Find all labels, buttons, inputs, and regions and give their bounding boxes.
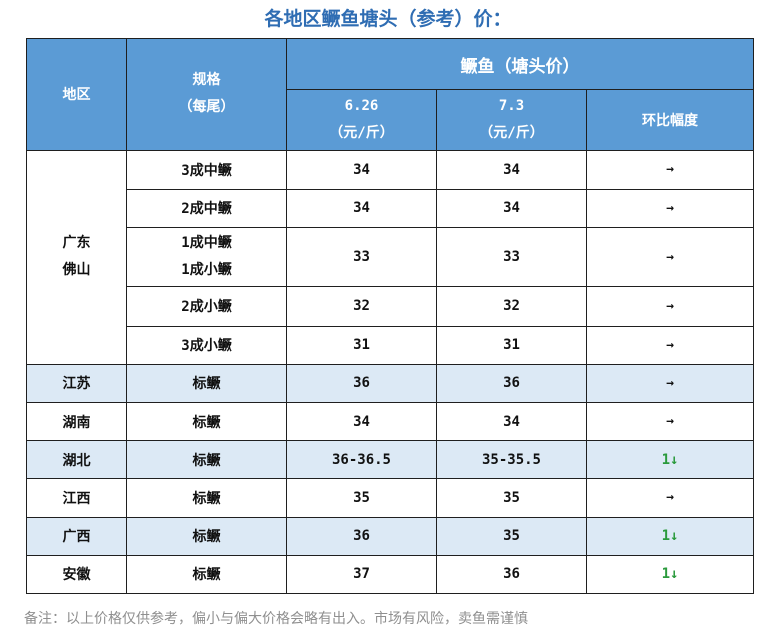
price-cell-date1: 34 (286, 188, 437, 228)
table-row: 江苏 标鳜 36 36 → (26, 363, 754, 403)
region-cell: 湖北 (26, 440, 127, 480)
price-cell-date1: 37 (286, 554, 437, 595)
spec-cell: 2成中鳜 (126, 188, 287, 228)
change-flat-arrow: → (586, 149, 754, 190)
region-cell: 广西 (26, 516, 127, 556)
spec-cell: 2成小鳜 (126, 286, 287, 327)
change-cell: 1↓ (586, 516, 754, 556)
header-group: 鳜鱼（塘头价） (286, 37, 754, 91)
change-flat-arrow: → (586, 226, 754, 288)
spec-line2: 1成小鳜 (181, 262, 232, 279)
price-cell-date2: 36 (436, 554, 587, 595)
region-cell-foshan: 广东 佛山 (26, 149, 127, 365)
change-amount: 1 (661, 528, 670, 545)
price-cell-date2: 35-35.5 (436, 440, 587, 480)
table-row: 广东 佛山 3成中鳜 34 34 → (26, 149, 754, 365)
price-cell-date1: 31 (286, 325, 437, 365)
table-row: 湖北 标鳜 36-36.5 35-35.5 1↓ (26, 440, 754, 480)
header-date1-value: 6.26 (344, 97, 379, 114)
spec-cell: 标鳜 (126, 363, 287, 403)
header-spec-line2: （每尾） (178, 99, 235, 116)
change-flat-arrow: → (586, 363, 754, 403)
spec-cell: 标鳜 (126, 401, 287, 442)
header-region: 地区 (26, 38, 127, 151)
spec-cell: 标鳜 (126, 478, 287, 518)
price-cell-date2: 32 (436, 286, 587, 327)
price-cell-date1: 34 (286, 401, 437, 442)
table-row: 2成中鳜 34 34 → (27, 188, 754, 228)
price-cell-date1: 36-36.5 (286, 440, 437, 480)
table-title: 各地区鳜鱼塘头（参考）价： (264, 8, 512, 30)
spec-line1: 1成中鳜 (181, 235, 232, 252)
price-cell-date1: 36 (286, 516, 437, 556)
table-row: 3成小鳜 31 31 → (27, 325, 754, 365)
price-cell-date2: 31 (436, 325, 587, 365)
region-cell: 江苏 (26, 363, 127, 403)
header-date2-value: 7.3 (498, 97, 525, 114)
header-date1-unit: （元/斤） (329, 124, 394, 141)
header-change: 环比幅度 (586, 89, 754, 151)
table-row: 1成中鳜 1成小鳜 33 33 → (27, 226, 754, 288)
price-cell-date1: 33 (286, 226, 437, 288)
header-spec-line1: 规格 (192, 72, 221, 89)
header-spec: 规格 （每尾） (126, 38, 287, 151)
price-cell-date2: 34 (436, 401, 587, 442)
table-row: 江西 标鳜 35 35 → (26, 478, 754, 518)
change-flat-arrow: → (586, 188, 754, 228)
spec-cell: 1成中鳜 1成小鳜 (126, 226, 287, 288)
spec-cell: 3成中鳜 (126, 149, 287, 190)
price-cell-date2: 34 (436, 149, 587, 190)
spec-cell: 标鳜 (126, 440, 287, 480)
change-flat-arrow: → (586, 286, 754, 327)
header-date1: 6.26 （元/斤） (286, 89, 437, 151)
down-arrow-icon: ↓ (670, 528, 679, 545)
change-cell: 1↓ (586, 554, 754, 595)
change-flat-arrow: → (586, 401, 754, 442)
change-flat-arrow: → (586, 325, 754, 365)
price-cell-date2: 36 (436, 363, 587, 403)
price-cell-date2: 35 (436, 478, 587, 518)
table-row: 湖南 标鳜 34 34 → (26, 401, 754, 442)
change-cell: 1↓ (586, 440, 754, 480)
change-flat-arrow: → (586, 478, 754, 518)
change-amount: 1 (661, 566, 670, 583)
spec-cell: 3成小鳜 (126, 325, 287, 365)
header-date2-unit: （元/斤） (479, 124, 544, 141)
table-row: 广西 标鳜 36 35 1↓ (26, 516, 754, 556)
price-cell-date1: 36 (286, 363, 437, 403)
price-cell-date2: 34 (436, 188, 587, 228)
table-row: 2成小鳜 32 32 → (27, 286, 754, 327)
down-arrow-icon: ↓ (670, 566, 679, 583)
price-cell-date1: 35 (286, 478, 437, 518)
table-row: 安徽 标鳜 37 36 1↓ (26, 554, 754, 595)
price-cell-date2: 33 (436, 226, 587, 288)
region-cell: 安徽 (26, 554, 127, 595)
spec-cell: 标鳜 (126, 516, 287, 556)
footnote: 备注：以上价格仅供参考，偏小与偏大价格会略有出入。市场有风险，卖鱼需谨慎 (24, 611, 528, 627)
region-cell: 湖南 (26, 401, 127, 442)
price-cell-date1: 34 (286, 149, 437, 190)
header-date2: 7.3 （元/斤） (436, 89, 587, 151)
down-arrow-icon: ↓ (670, 451, 679, 468)
region-cell: 江西 (26, 478, 127, 518)
price-cell-date2: 35 (436, 516, 587, 556)
region-foshan-line1: 广东 (62, 235, 91, 252)
spec-cell: 标鳜 (126, 554, 287, 595)
price-table: 地区 规格 （每尾） 鳜鱼（塘头价） 6.26 （元/斤） 7.3 （元/斤） … (26, 37, 754, 595)
region-foshan-line2: 佛山 (62, 262, 91, 279)
price-cell-date1: 32 (286, 286, 437, 327)
change-amount: 1 (661, 451, 670, 468)
